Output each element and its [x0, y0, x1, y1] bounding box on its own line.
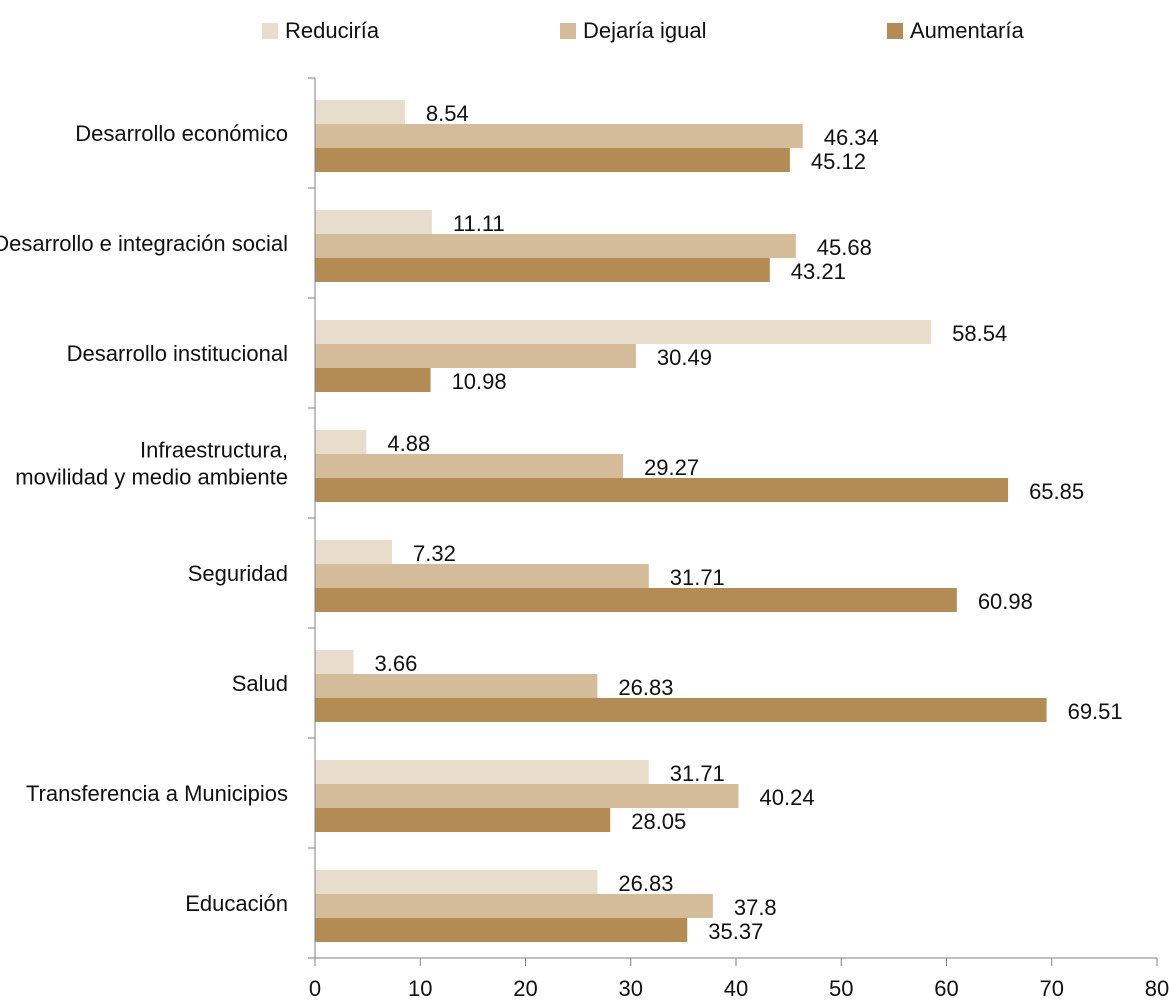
bar-desarrollo-institucional-reduciria	[315, 320, 932, 344]
bar-infraestructura-movilidad-y-medio-ambiente-aumentaria	[315, 478, 1009, 502]
data-label-salud-reduciria: 3.66	[375, 651, 418, 676]
legend-item-dejaria-igual: Dejaría igual	[560, 16, 707, 46]
legend-swatch-reduciria	[262, 23, 278, 39]
data-label-educacion-aumentaria: 35.37	[708, 919, 763, 944]
x-tick-label-40: 40	[724, 976, 748, 1001]
data-label-desarrollo-e-integracion-social-aumentaria: 43.21	[791, 259, 846, 284]
bar-desarrollo-economico-dejaria-igual	[315, 124, 803, 148]
bar-desarrollo-institucional-aumentaria	[315, 368, 431, 392]
bar-transferencia-a-municipios-aumentaria	[315, 808, 611, 832]
bar-seguridad-aumentaria	[315, 588, 957, 612]
category-label-desarrollo-economico: Desarrollo económico	[75, 121, 288, 146]
bar-salud-dejaria-igual	[315, 674, 598, 698]
data-label-desarrollo-economico-dejaria-igual: 46.34	[824, 125, 879, 150]
category-label-desarrollo-e-integracion-social: Desarrollo e integración social	[0, 231, 288, 256]
bar-desarrollo-economico-aumentaria	[315, 148, 790, 172]
data-label-infraestructura-movilidad-y-medio-ambiente-reduciria: 4.88	[387, 431, 430, 456]
data-label-transferencia-a-municipios-reduciria: 31.71	[670, 761, 725, 786]
data-label-salud-dejaria-igual: 26.83	[618, 675, 673, 700]
x-tick-label-20: 20	[513, 976, 537, 1001]
data-label-transferencia-a-municipios-dejaria-igual: 40.24	[760, 785, 815, 810]
legend-swatch-dejaria-igual	[560, 23, 576, 39]
bar-desarrollo-institucional-dejaria-igual	[315, 344, 636, 368]
bar-educacion-dejaria-igual	[315, 894, 713, 918]
bars-layer	[315, 100, 1047, 942]
category-label-seguridad: Seguridad	[188, 561, 288, 586]
bar-infraestructura-movilidad-y-medio-ambiente-reduciria	[315, 430, 367, 454]
legend-item-aumentaria: Aumentaría	[887, 16, 1024, 46]
bar-educacion-reduciria	[315, 870, 598, 894]
data-label-educacion-dejaria-igual: 37.8	[734, 895, 777, 920]
x-tick-label-80: 80	[1145, 976, 1169, 1001]
x-tick-label-60: 60	[934, 976, 958, 1001]
x-tick-label-30: 30	[619, 976, 643, 1001]
axes-layer	[308, 77, 1158, 966]
bar-salud-aumentaria	[315, 698, 1047, 722]
legend-label-aumentaria: Aumentaría	[910, 18, 1024, 43]
bar-salud-reduciria	[315, 650, 354, 674]
data-label-educacion-reduciria: 26.83	[618, 871, 673, 896]
bar-desarrollo-e-integracion-social-reduciria	[315, 210, 432, 234]
category-label-educacion: Educación	[185, 891, 288, 916]
data-label-infraestructura-movilidad-y-medio-ambiente-aumentaria: 65.85	[1029, 479, 1084, 504]
legend-label-reduciria: Reduciría	[285, 18, 380, 43]
category-label-salud: Salud	[232, 671, 288, 696]
bar-seguridad-dejaria-igual	[315, 564, 649, 588]
x-tick-label-0: 0	[309, 976, 321, 1001]
bar-seguridad-reduciria	[315, 540, 393, 564]
data-label-desarrollo-e-integracion-social-reduciria: 11.11	[453, 211, 505, 236]
category-label-desarrollo-institucional: Desarrollo institucional	[67, 341, 288, 366]
bar-transferencia-a-municipios-dejaria-igual	[315, 784, 739, 808]
legend-item-reduciria: Reduciría	[262, 16, 379, 46]
bar-desarrollo-e-integracion-social-dejaria-igual	[315, 234, 796, 258]
data-label-desarrollo-economico-reduciria: 8.54	[426, 101, 469, 126]
x-tick-label-50: 50	[829, 976, 853, 1001]
legend-label-dejaria-igual: Dejaría igual	[583, 18, 707, 43]
data-label-transferencia-a-municipios-aumentaria: 28.05	[631, 809, 686, 834]
x-tick-label-10: 10	[408, 976, 432, 1001]
data-label-desarrollo-institucional-dejaria-igual: 30.49	[657, 345, 712, 370]
data-label-seguridad-reduciria: 7.32	[413, 541, 456, 566]
data-label-seguridad-dejaria-igual: 31.71	[670, 565, 725, 590]
bar-desarrollo-e-integracion-social-aumentaria	[315, 258, 770, 282]
data-label-desarrollo-economico-aumentaria: 45.12	[811, 149, 866, 174]
data-label-infraestructura-movilidad-y-medio-ambiente-dejaria-igual: 29.27	[644, 455, 699, 480]
category-label-infraestructura-movilidad-y-medio-ambiente: Infraestructura, movilidad y medio ambien…	[15, 438, 288, 490]
bar-desarrollo-economico-reduciria	[315, 100, 405, 124]
bar-educacion-aumentaria	[315, 918, 688, 942]
x-tick-label-70: 70	[1040, 976, 1064, 1001]
data-label-desarrollo-institucional-reduciria: 58.54	[952, 321, 1007, 346]
legend-swatch-aumentaria	[887, 23, 903, 39]
data-label-salud-aumentaria: 69.51	[1068, 699, 1123, 724]
data-label-seguridad-aumentaria: 60.98	[978, 589, 1033, 614]
data-label-desarrollo-e-integracion-social-dejaria-igual: 45.68	[817, 235, 872, 260]
category-label-transferencia-a-municipios: Transferencia a Municipios	[26, 781, 288, 806]
bar-transferencia-a-municipios-reduciria	[315, 760, 649, 784]
bar-infraestructura-movilidad-y-medio-ambiente-dejaria-igual	[315, 454, 624, 478]
data-label-desarrollo-institucional-aumentaria: 10.98	[452, 369, 507, 394]
